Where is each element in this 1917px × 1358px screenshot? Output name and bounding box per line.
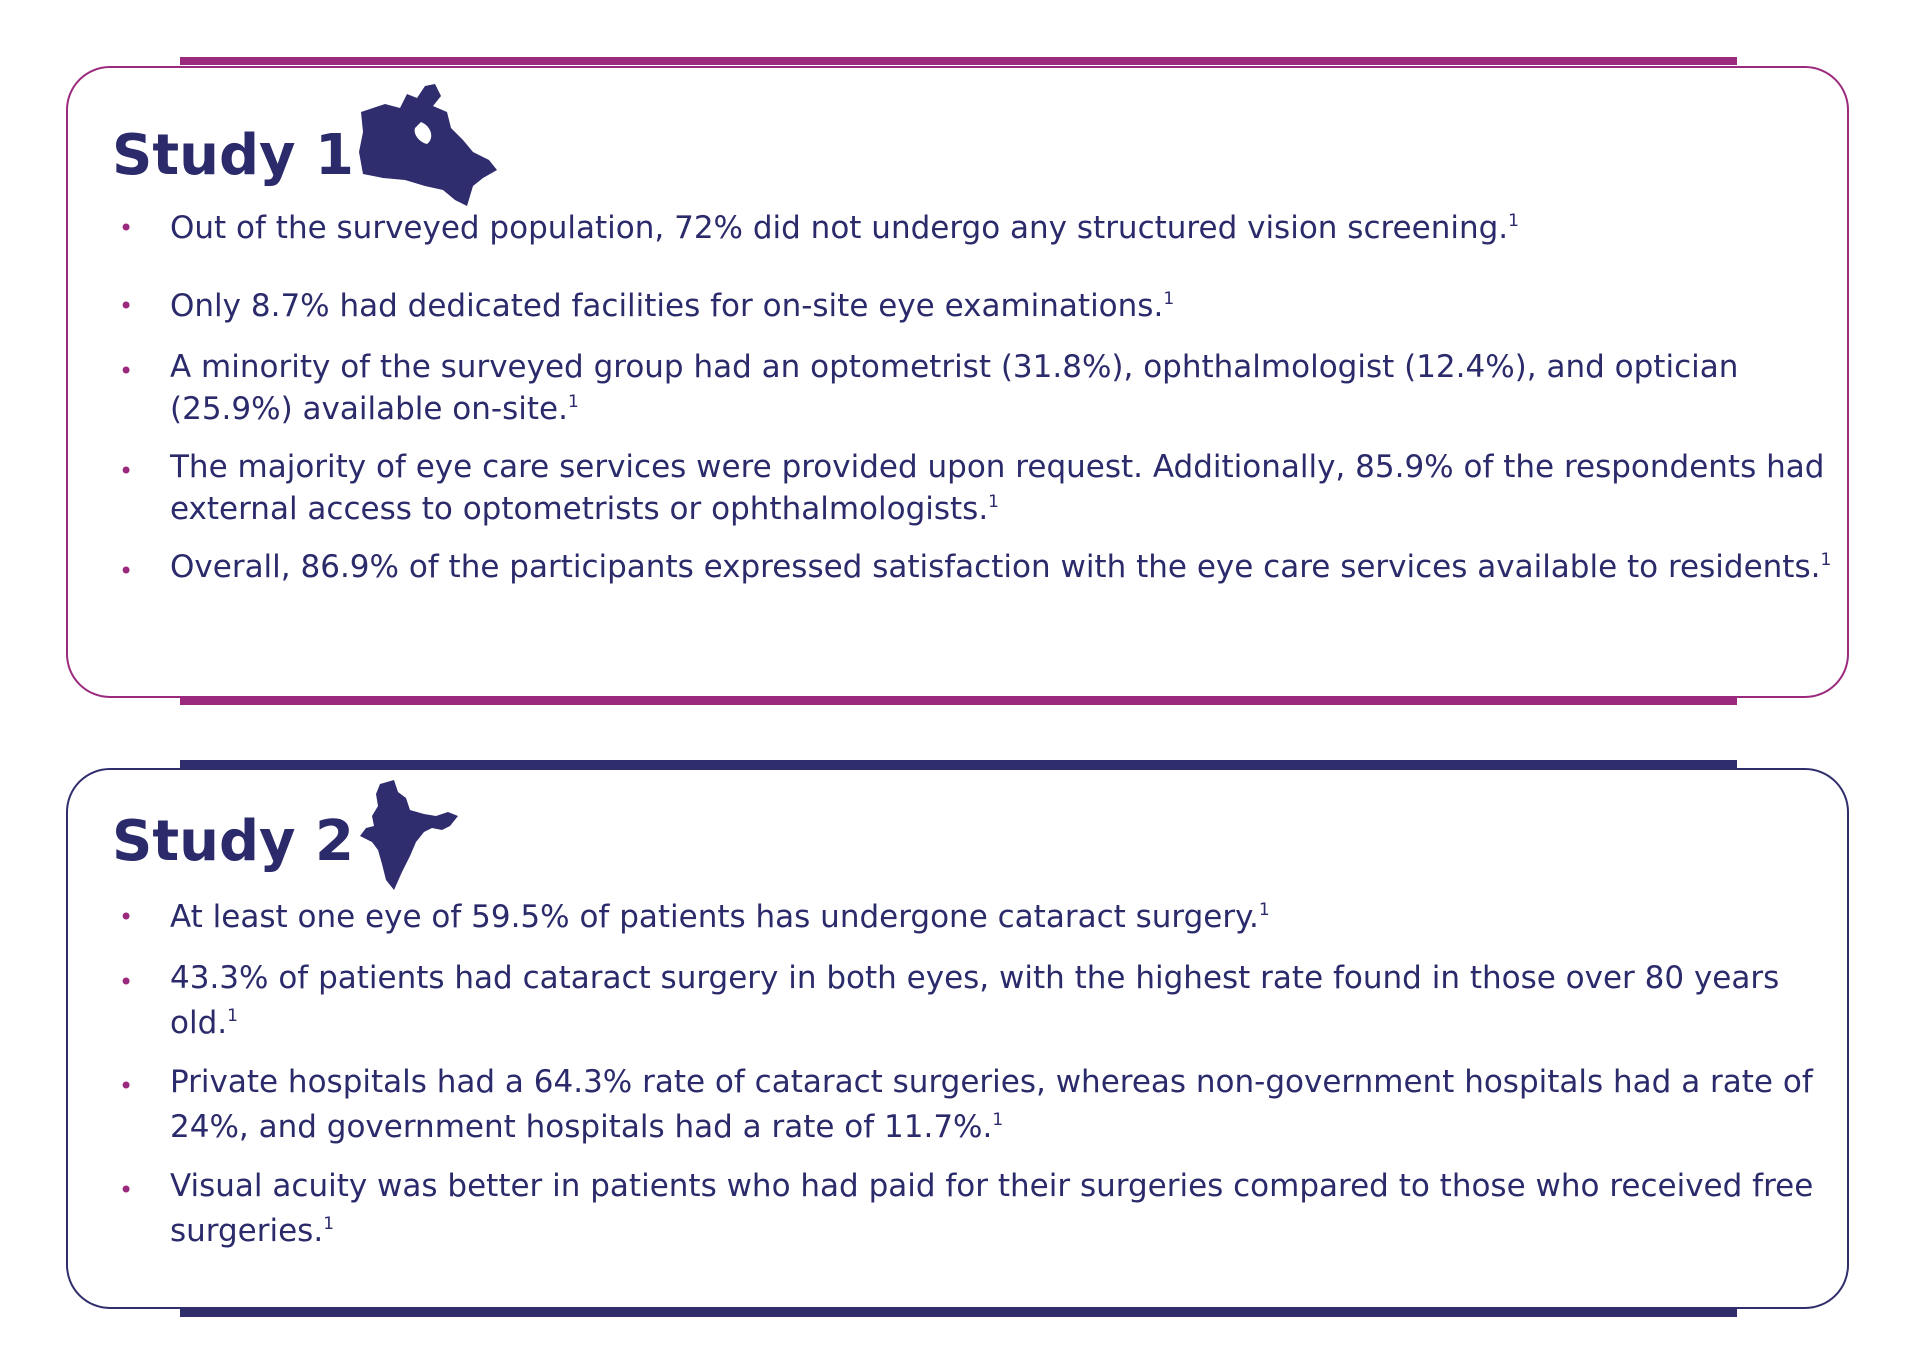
item-text: The majority of eye care services were p… <box>170 449 1825 527</box>
bullet-item: Overall, 86.9% of the participants expre… <box>119 546 1835 592</box>
canada-map <box>359 84 497 206</box>
accent-bar <box>180 697 1737 705</box>
item-text: Visual acuity was better in patients who… <box>170 1168 1814 1249</box>
footnote-ref: 1 <box>323 1214 335 1234</box>
footnote-ref: 1 <box>988 492 999 512</box>
footnote-ref: 1 <box>227 1006 238 1026</box>
bullet-item: Only 8.7% had dedicated facilities for o… <box>119 288 1835 324</box>
item-text: Only 8.7% had dedicated facilities for o… <box>170 288 1164 324</box>
bullet-item: Visual acuity was better in patients who… <box>119 1164 1835 1254</box>
india-map <box>360 780 458 890</box>
bullet-item: The majority of eye care services were p… <box>119 446 1835 530</box>
study-title: Study 1 <box>112 123 355 188</box>
footnote-ref: 1 <box>1820 550 1832 570</box>
item-text: Overall, 86.9% of the participants expre… <box>170 549 1821 585</box>
footnote-ref: 1 <box>567 392 579 412</box>
footnote-ref: 1 <box>1163 289 1175 309</box>
card <box>66 768 1849 1309</box>
footnote-ref: 1 <box>1508 211 1519 231</box>
study-title: Study 2 <box>112 809 355 874</box>
item-text: At least one eye of 59.5% of patients ha… <box>170 899 1259 935</box>
bullet-item: Out of the surveyed population, 72% did … <box>119 210 1835 246</box>
item-text: Private hospitals had a 64.3% rate of ca… <box>170 1064 1813 1145</box>
bullet-item: 43.3% of patients had cataract surgery i… <box>119 956 1835 1046</box>
item-text: 43.3% of patients had cataract surgery i… <box>170 960 1780 1041</box>
footnote-ref: 1 <box>1258 900 1270 920</box>
footnote-ref: 1 <box>992 1110 1004 1130</box>
accent-bar <box>180 1309 1737 1317</box>
bullet-item: Private hospitals had a 64.3% rate of ca… <box>119 1060 1835 1150</box>
accent-bar <box>180 57 1737 65</box>
item-text: A minority of the surveyed group had an … <box>170 349 1739 427</box>
bullet-item: A minority of the surveyed group had an … <box>119 346 1835 430</box>
bullet-item: At least one eye of 59.5% of patients ha… <box>119 899 1835 935</box>
item-text: Out of the surveyed population, 72% did … <box>170 210 1509 246</box>
accent-bar <box>180 760 1737 768</box>
